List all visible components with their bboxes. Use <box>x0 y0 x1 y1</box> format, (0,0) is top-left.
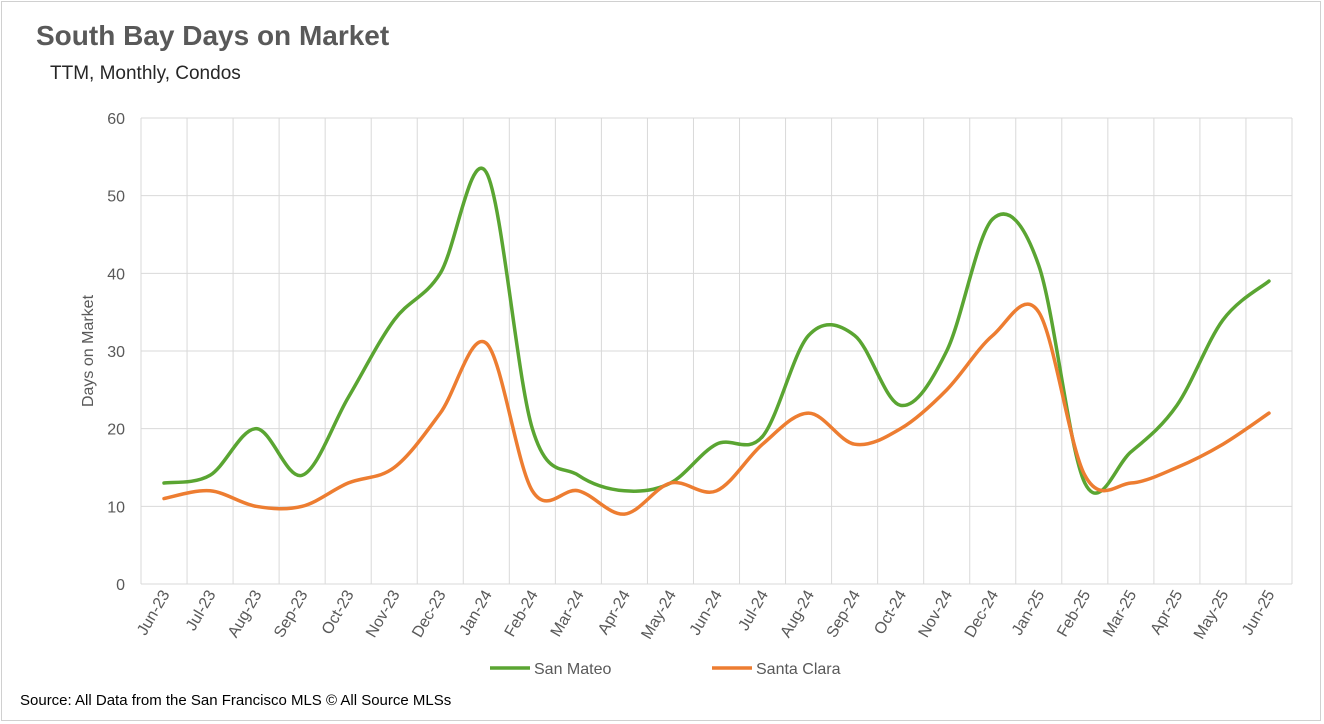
x-tick-label: Apr-24 <box>595 587 634 637</box>
series-line-san-mateo <box>162 166 1271 495</box>
x-tick-label: Nov-23 <box>363 587 404 640</box>
x-tick-label: Aug-23 <box>225 587 266 640</box>
x-tick-label: Jan-25 <box>1009 587 1048 638</box>
legend-label-san-mateo: San Mateo <box>534 661 611 678</box>
y-tick-label: 0 <box>116 577 125 594</box>
x-tick-label: Oct-24 <box>871 587 910 637</box>
grid-lines <box>140 117 1293 585</box>
x-tick-label: Sep-24 <box>824 587 865 640</box>
x-tick-label: Aug-24 <box>778 587 819 640</box>
x-tick-label: Apr-25 <box>1148 587 1187 637</box>
y-tick-label: 20 <box>107 422 125 439</box>
series-line-santa-clara <box>162 302 1271 516</box>
x-tick-label: May-24 <box>639 587 680 642</box>
chart-title: South Bay Days on Market <box>36 20 390 51</box>
x-tick-label: Mar-24 <box>548 587 588 639</box>
x-tick-label: Sep-23 <box>271 587 312 640</box>
x-tick-label: Jul-24 <box>735 587 772 633</box>
x-axis-ticks: Jun-23 Jul-23 Aug-23 Sep-23 Oct-23 Nov-23 Dec-… <box>134 587 1278 642</box>
y-axis-ticks: 0 10 20 30 40 50 60 <box>107 111 125 594</box>
y-tick-label: 60 <box>107 111 125 128</box>
x-tick-label: Dec-23 <box>409 587 450 640</box>
x-tick-label: May-25 <box>1191 587 1232 642</box>
x-tick-label: Oct-23 <box>319 587 358 637</box>
y-tick-label: 50 <box>107 189 125 206</box>
x-tick-label: Jun-25 <box>1239 587 1278 638</box>
legend-label-santa-clara: Santa Clara <box>756 661 841 678</box>
source-note: Source: All Data from the San Francisco … <box>20 692 452 709</box>
legend: San Mateo Santa Clara <box>490 661 841 678</box>
y-axis-label: Days on Market <box>80 294 97 407</box>
x-tick-label: Mar-25 <box>1100 587 1140 639</box>
x-tick-label: Feb-24 <box>502 587 542 639</box>
x-tick-label: Jul-23 <box>183 587 220 633</box>
y-tick-label: 30 <box>107 344 125 361</box>
x-tick-label: Nov-24 <box>916 587 957 640</box>
x-tick-label: Feb-25 <box>1054 587 1094 639</box>
chart-subtitle: TTM, Monthly, Condos <box>50 63 241 84</box>
y-tick-label: 10 <box>107 499 125 516</box>
y-tick-label: 40 <box>107 266 125 283</box>
x-tick-label: Jun-23 <box>134 587 173 638</box>
x-tick-label: Jun-24 <box>687 587 726 638</box>
x-tick-label: Dec-24 <box>962 587 1003 640</box>
series-lines <box>162 166 1271 516</box>
x-tick-label: Jan-24 <box>457 587 496 638</box>
